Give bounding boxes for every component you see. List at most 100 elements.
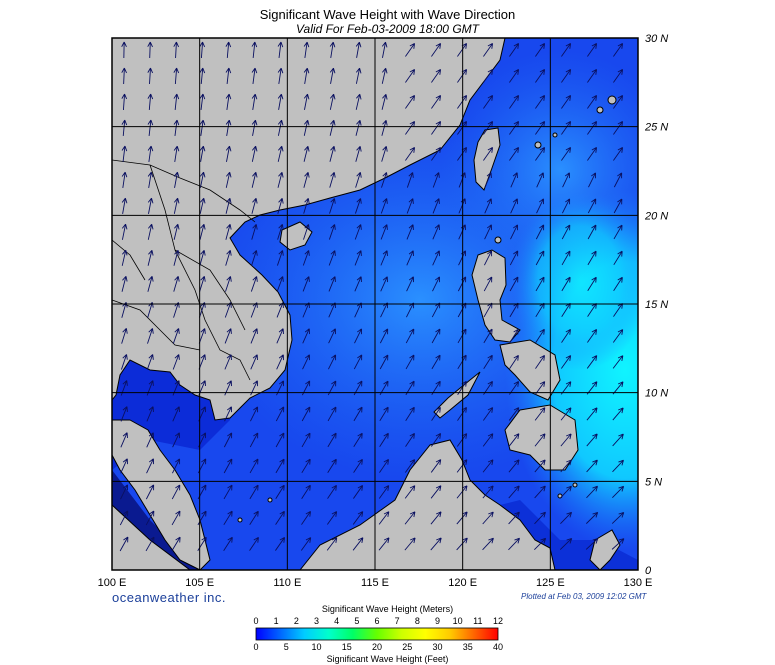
wave-arrow xyxy=(612,407,624,421)
wave-arrow xyxy=(121,328,128,344)
wave-arrow xyxy=(483,43,494,57)
wave-arrow xyxy=(223,536,233,551)
wave-arrow xyxy=(119,536,129,552)
map-subtitle: Valid For Feb-03-2009 18:00 GMT xyxy=(296,22,479,36)
wave-arrow xyxy=(225,197,232,214)
colorbar-meter-tick: 0 xyxy=(253,616,259,626)
wave-arrow xyxy=(405,43,416,57)
wave-arrow xyxy=(508,485,520,499)
wave-arrow xyxy=(535,328,545,343)
wave-arrow xyxy=(482,511,494,525)
wave-arrow xyxy=(329,172,336,188)
wave-arrow xyxy=(277,198,284,214)
wave-arrow xyxy=(171,510,181,526)
wave-arrow xyxy=(119,510,129,526)
wave-arrow xyxy=(406,276,414,292)
wave-arrow xyxy=(225,119,232,136)
wave-arrow xyxy=(535,355,545,369)
wave-arrow xyxy=(355,93,362,110)
wave-arrow xyxy=(508,511,520,525)
wave-arrow xyxy=(534,433,546,447)
wave-arrow xyxy=(147,93,154,111)
latitude-label: 15 N xyxy=(645,299,668,311)
wave-arrow xyxy=(613,224,623,240)
wave-arrow xyxy=(456,537,468,551)
wave-arrow xyxy=(275,484,285,500)
wave-arrow xyxy=(276,276,284,292)
wave-arrow xyxy=(613,172,623,188)
wave-arrow xyxy=(277,41,284,58)
wave-arrow xyxy=(587,43,598,57)
wave-arrow xyxy=(431,433,442,447)
wave-arrow xyxy=(432,224,440,240)
wave-arrow xyxy=(430,511,442,525)
wave-arrow xyxy=(249,432,259,448)
wave-arrow xyxy=(561,224,571,240)
wave-arrow xyxy=(613,121,624,135)
wave-arrow xyxy=(379,459,389,473)
wave-arrow xyxy=(613,95,624,109)
wave-arrow xyxy=(121,171,128,188)
wave-arrow xyxy=(613,250,623,266)
wave-arrow xyxy=(406,224,414,240)
wave-arrow xyxy=(483,95,494,109)
wave-arrow xyxy=(535,43,546,57)
latitude-label: 30 N xyxy=(645,33,668,45)
wave-arrow xyxy=(249,484,259,500)
wave-arrow xyxy=(147,275,154,292)
colorbar-meter-tick: 3 xyxy=(313,616,320,626)
wave-arrow xyxy=(536,198,545,214)
wave-arrow xyxy=(535,147,546,161)
wave-arrow xyxy=(147,249,154,266)
wave-arrow xyxy=(328,354,337,370)
wave-arrow xyxy=(612,381,624,395)
wave-arrow xyxy=(147,41,153,59)
wave-arrow xyxy=(587,224,597,240)
wave-arrow xyxy=(586,355,598,369)
wave-arrow xyxy=(223,458,233,474)
wave-arrow xyxy=(587,121,598,135)
wave-arrow xyxy=(223,484,233,500)
wave-arrow xyxy=(172,354,180,370)
wave-arrow xyxy=(121,119,128,137)
wave-arrow xyxy=(326,537,338,551)
wave-arrow xyxy=(223,432,233,448)
wave-arrow xyxy=(510,224,519,240)
wave-arrow xyxy=(251,197,258,214)
wave-arrow xyxy=(354,276,362,292)
wave-arrow xyxy=(276,354,284,370)
wave-arrow xyxy=(508,407,520,421)
wave-arrow xyxy=(302,276,310,292)
wave-arrow xyxy=(509,69,520,83)
wave-arrow xyxy=(534,459,546,473)
colorbar-meter-tick: 10 xyxy=(452,616,463,626)
wave-arrow xyxy=(431,328,441,344)
wave-arrow xyxy=(147,197,154,214)
wave-arrow xyxy=(121,223,128,240)
wave-arrow xyxy=(380,250,388,266)
wave-arrow xyxy=(431,406,441,421)
wave-arrow xyxy=(353,354,363,370)
wave-arrow xyxy=(145,510,155,526)
colorbar-meter-tick: 8 xyxy=(414,616,420,626)
wave-arrow xyxy=(173,171,180,188)
wave-arrow xyxy=(147,223,154,240)
wave-arrow xyxy=(535,224,545,240)
wave-arrow xyxy=(508,433,520,447)
wave-arrow xyxy=(249,510,259,525)
colorbar-meter-tick: 12 xyxy=(492,616,504,626)
wave-arrow xyxy=(354,328,363,344)
wave-arrow xyxy=(277,224,284,240)
wave-arrow xyxy=(224,354,232,370)
wave-arrow xyxy=(405,121,416,135)
wave-arrow xyxy=(329,145,336,162)
wave-arrow xyxy=(405,95,416,109)
wave-arrow xyxy=(275,458,285,474)
wave-arrow xyxy=(432,198,440,214)
wave-arrow xyxy=(145,536,155,552)
wave-arrow xyxy=(147,171,154,188)
wave-arrow xyxy=(354,224,362,240)
wave-arrow xyxy=(251,41,258,59)
wave-arrow xyxy=(173,93,180,111)
wave-arrow xyxy=(275,510,285,525)
